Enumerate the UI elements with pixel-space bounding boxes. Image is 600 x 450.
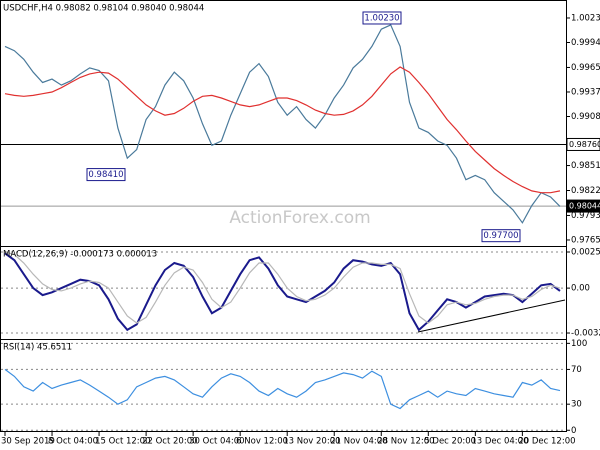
annotation-box xyxy=(86,168,126,182)
series-line xyxy=(4,66,561,194)
x-tick-label: 8 Oct 04:00 xyxy=(48,437,98,447)
y-tick-label: 0.98515 xyxy=(571,161,600,171)
level-label: 0.98044 xyxy=(569,202,600,211)
panel-title: MACD(12,26,9) -0.000173 0.000013 xyxy=(3,250,157,260)
y-tick-label: 0.99655 xyxy=(571,63,600,73)
y-tick-label: 100 xyxy=(571,339,587,349)
y-tick-label: 0.97935 xyxy=(571,211,600,221)
level-label: 0.98760 xyxy=(569,140,600,149)
x-tick-label: 22 Oct 20:00 xyxy=(142,437,197,447)
y-tick-label: 1.00230 xyxy=(571,13,600,23)
series-line xyxy=(4,24,561,224)
y-tick-label: 30 xyxy=(571,400,582,410)
y-tick-label: 0.99085 xyxy=(571,112,600,122)
annotation-label: 0.97700 xyxy=(483,231,518,241)
x-tick-label: 5 Dec 20:00 xyxy=(424,437,476,447)
x-tick-label: 30 Oct 04:00 xyxy=(189,437,244,447)
y-tick-label: 0.98225 xyxy=(571,186,600,196)
x-tick-label: 13 Dec 04:00 xyxy=(471,437,528,447)
x-tick-label: 20 Dec 12:00 xyxy=(518,437,575,447)
trendline xyxy=(417,299,566,333)
x-tick-label: 28 Nov 12:00 xyxy=(377,437,434,447)
watermark: ActionForex.com xyxy=(229,208,370,228)
y-tick-label: 0.00 xyxy=(571,284,590,294)
series-line xyxy=(4,252,561,332)
series-line xyxy=(4,251,561,324)
y-tick-label: 0 xyxy=(571,426,576,436)
y-tick-label: 0.99945 xyxy=(571,38,600,48)
x-tick-label: 21 Nov 04:00 xyxy=(330,437,387,447)
level-label-box xyxy=(566,137,600,151)
annotation-box xyxy=(362,11,402,25)
y-tick-label: 70 xyxy=(571,365,582,375)
x-tick-label: 15 Oct 12:00 xyxy=(95,437,150,447)
x-tick-label: 6 Nov 12:00 xyxy=(236,437,288,447)
annotation-label: 0.98410 xyxy=(88,170,123,180)
frame xyxy=(0,0,567,432)
annotation-box xyxy=(481,229,521,243)
panel-title: RSI(14) 45.6511 xyxy=(3,343,72,353)
panel-title: USDCHF,H4 0.98082 0.98104 0.98040 0.9804… xyxy=(3,4,204,14)
x-tick-label: 13 Nov 20:00 xyxy=(283,437,340,447)
level-label-box xyxy=(566,199,600,213)
series-line xyxy=(4,368,561,410)
annotation-label: 1.00230 xyxy=(364,13,399,23)
x-tick-label: 30 Sep 2019 xyxy=(1,437,55,447)
y-tick-label: -0.003221 xyxy=(571,329,600,339)
y-tick-label: 0.00259 xyxy=(571,247,600,257)
